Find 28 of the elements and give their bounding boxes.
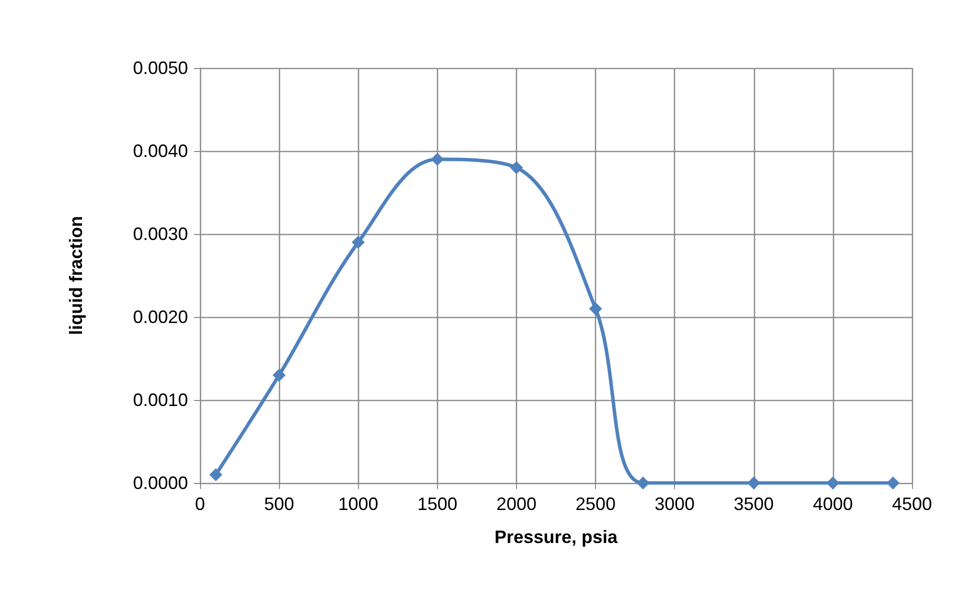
x-tick-label: 2500 — [576, 494, 616, 514]
point — [589, 302, 602, 316]
x-tick-label: 1500 — [417, 494, 458, 514]
point — [430, 152, 444, 166]
x-tick-label: 1000 — [338, 494, 378, 514]
point — [272, 368, 286, 382]
x-axis-title: Pressure, psia — [494, 527, 619, 547]
x-tick-label: 3500 — [734, 494, 774, 514]
point — [209, 468, 222, 482]
y-axis-title: liquid fraction — [66, 216, 86, 335]
x-tick-label: 3000 — [654, 494, 695, 514]
point — [352, 236, 365, 249]
point — [510, 161, 523, 174]
y-tick-label: 0.0020 — [132, 307, 188, 327]
y-tick-label: 0.0000 — [132, 473, 188, 493]
x-tick-label: 4500 — [892, 494, 932, 514]
x-tick-label: 4000 — [812, 494, 853, 514]
point — [636, 476, 650, 490]
y-tick-label: 0.0050 — [132, 58, 188, 78]
y-tick-label: 0.0010 — [132, 390, 188, 410]
y-tick-label: 0.0030 — [132, 224, 188, 244]
x-tick-label: 0 — [194, 494, 206, 514]
point — [826, 476, 840, 490]
y-tick-label: 0.0040 — [132, 141, 188, 161]
point — [886, 476, 900, 490]
point — [747, 476, 760, 490]
x-tick-label: 500 — [264, 494, 294, 514]
x-tick-label: 2000 — [496, 494, 536, 514]
